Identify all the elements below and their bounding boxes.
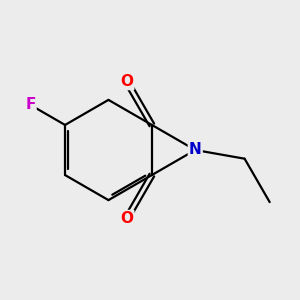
Text: O: O bbox=[120, 211, 133, 226]
Text: F: F bbox=[25, 98, 35, 112]
Text: N: N bbox=[189, 142, 202, 158]
Text: O: O bbox=[120, 74, 133, 89]
